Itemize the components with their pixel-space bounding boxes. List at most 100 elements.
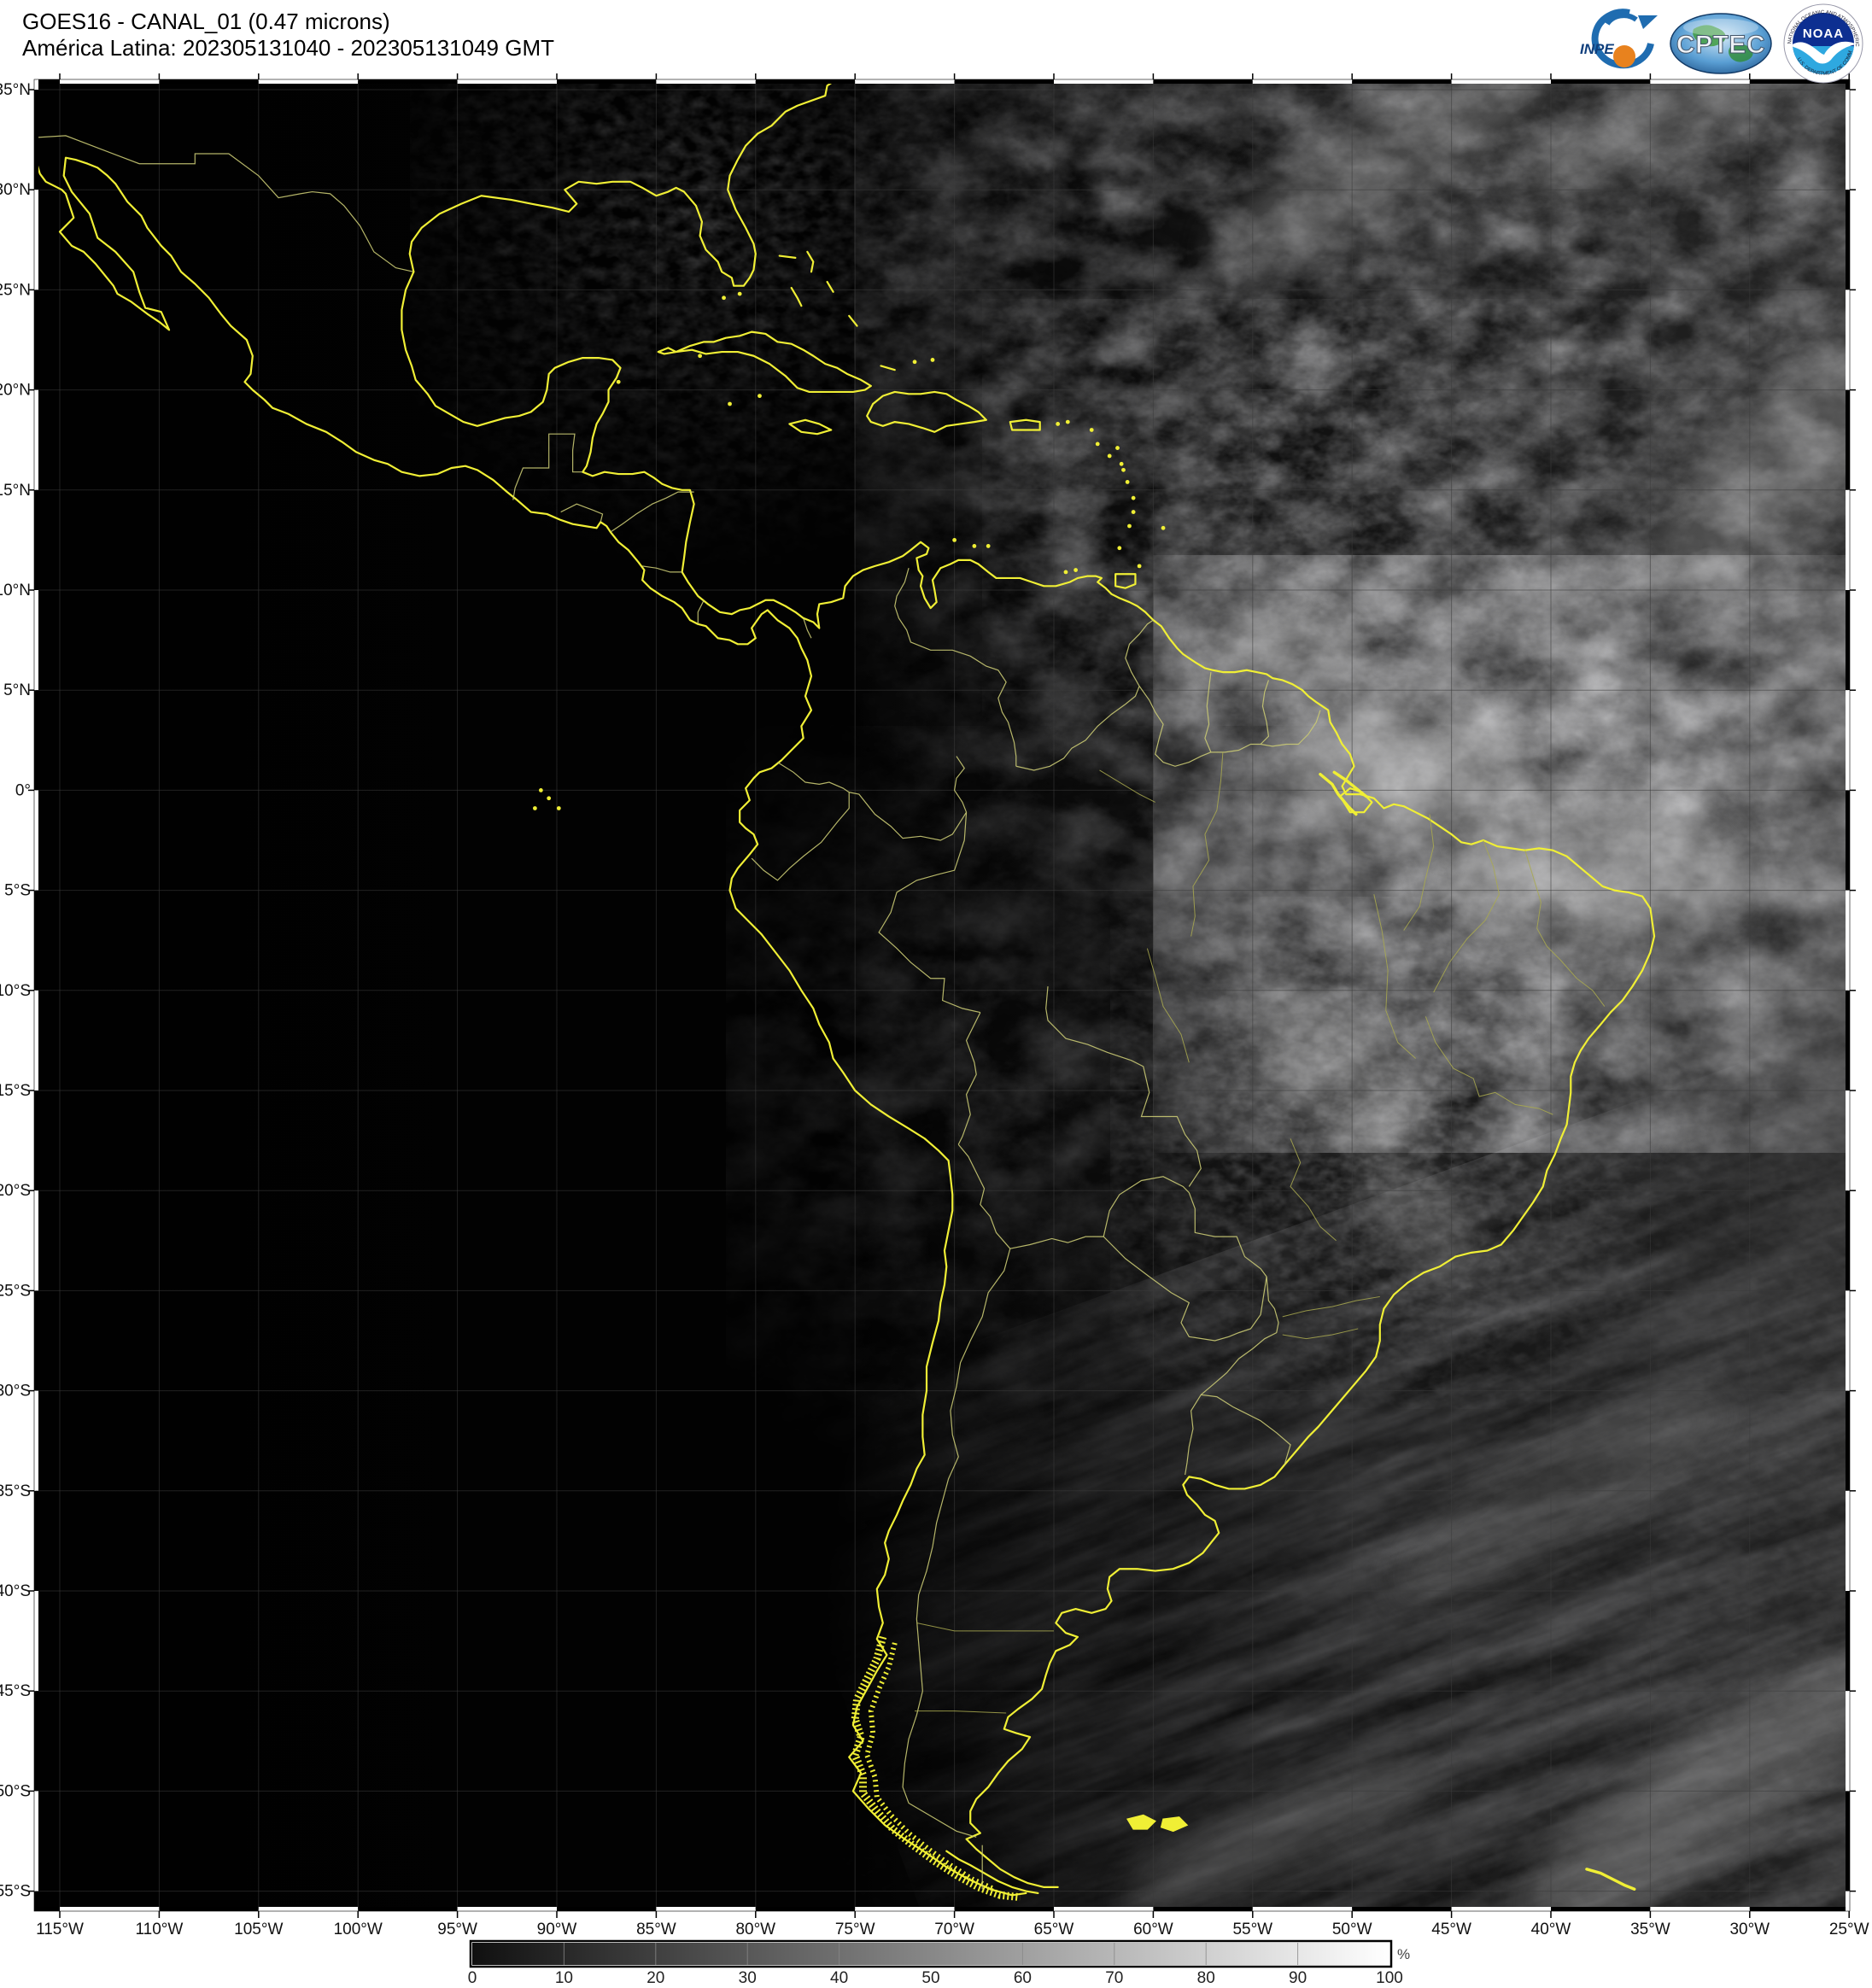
uruguay-argentina-border bbox=[1185, 1394, 1202, 1476]
bolivia-argentina-border bbox=[1009, 1236, 1104, 1249]
page-subtitle: América Latina: 202305131040 - 202305131… bbox=[22, 35, 554, 61]
frame-dash bbox=[34, 79, 60, 84]
small-islands-dots bbox=[728, 401, 732, 406]
brazil-paraguay-border bbox=[1188, 1192, 1267, 1278]
frame-dash bbox=[855, 79, 955, 84]
small-islands-dots bbox=[722, 295, 726, 301]
bahamas-abaco bbox=[806, 250, 815, 273]
guatemala-honduras-salvador-border bbox=[560, 503, 604, 523]
inpe-inner-arc-icon bbox=[1605, 13, 1638, 26]
peru-colombia-border bbox=[849, 792, 968, 841]
bolivia-chile-border bbox=[957, 1143, 1011, 1249]
small-islands-dots bbox=[1117, 546, 1122, 551]
frame-dash bbox=[1846, 1490, 1850, 1591]
frame-dash bbox=[1846, 990, 1850, 1090]
frame-dash bbox=[1650, 1907, 1750, 1911]
longitude-label: 80°W bbox=[735, 1921, 775, 1938]
small-islands-dots bbox=[616, 379, 621, 384]
cptec-logo: CPTEC bbox=[1670, 13, 1772, 74]
page-title: GOES16 - CANAL_01 (0.47 microns) bbox=[22, 9, 390, 34]
frame-dash bbox=[34, 79, 38, 90]
state-amazonas-para bbox=[1190, 751, 1224, 937]
argentina-brazil-misiones-border bbox=[1200, 1276, 1279, 1395]
venezuela-guyana-border bbox=[1125, 619, 1154, 687]
cptec-continent-icon bbox=[1693, 25, 1726, 47]
paraguay-argentina-border bbox=[1103, 1236, 1267, 1342]
small-islands-dots bbox=[532, 806, 537, 810]
frame-dash bbox=[755, 79, 856, 84]
colorbar-unit-label: % bbox=[1397, 1946, 1410, 1962]
small-islands-dots bbox=[1089, 428, 1094, 432]
frame-dash bbox=[457, 79, 557, 84]
small-islands-dots bbox=[1137, 564, 1142, 569]
tierradelfuego-south-coast bbox=[945, 1850, 1039, 1895]
frame-dash bbox=[34, 289, 38, 390]
frame-dash bbox=[1846, 690, 1850, 791]
longitude-label: 65°W bbox=[1034, 1921, 1074, 1938]
latitude-label: 35°N bbox=[0, 81, 31, 99]
colorbar-tick-label: 70 bbox=[1105, 1969, 1123, 1987]
cptec-gloss-icon bbox=[1683, 19, 1758, 36]
amazon-mouth-channel-a bbox=[1319, 772, 1358, 816]
frame-dash bbox=[34, 1891, 38, 1911]
chile-fjords-speckle-inner bbox=[864, 1642, 996, 1892]
state-para-maranhao bbox=[1403, 814, 1435, 931]
small-islands-dots bbox=[1115, 446, 1120, 450]
latitude-label: 5°N bbox=[3, 681, 31, 699]
latitude-label: 35°S bbox=[0, 1482, 31, 1500]
frame-dash bbox=[358, 1907, 458, 1911]
frame-dash bbox=[656, 1907, 756, 1911]
colorbar-tick-label: 50 bbox=[921, 1969, 939, 1987]
frenchguiana-brazil-border bbox=[1261, 710, 1321, 747]
state-ms-sp bbox=[1290, 1138, 1337, 1242]
venezuela-brazil-border bbox=[1015, 686, 1140, 771]
marajo-island bbox=[1339, 786, 1373, 814]
colorbar-tick-label: 60 bbox=[1014, 1969, 1032, 1987]
cloud-bright-blobs bbox=[1125, 81, 1848, 1909]
latitude-label: 40°S bbox=[0, 1582, 31, 1600]
pacific-coast-baja-to-tierradelfuego bbox=[36, 156, 1027, 1897]
longitude-label: 40°W bbox=[1531, 1921, 1571, 1938]
small-islands-dots bbox=[952, 538, 956, 542]
small-islands-dots bbox=[1161, 525, 1166, 530]
frame-dash bbox=[1451, 79, 1551, 84]
frame-dash bbox=[358, 79, 458, 84]
small-islands-dots bbox=[538, 788, 543, 792]
coastlines-and-borders bbox=[36, 81, 1656, 1902]
frame-dash bbox=[258, 79, 359, 84]
frame-dash bbox=[1846, 289, 1850, 390]
small-islands-dots bbox=[737, 291, 742, 296]
frame-dash bbox=[34, 1490, 38, 1591]
frame-dash bbox=[34, 1290, 38, 1391]
frame-dash bbox=[1054, 79, 1154, 84]
frame-dash bbox=[1846, 1691, 1850, 1792]
frame-dash bbox=[1650, 79, 1750, 84]
frame-dash bbox=[1846, 489, 1850, 590]
frame-dash bbox=[34, 1190, 38, 1291]
bahamas-inagua bbox=[880, 365, 896, 371]
state-pernambuco-bahia bbox=[1546, 945, 1606, 1007]
bolivia-paraguay-border bbox=[1103, 1176, 1190, 1237]
suriname-frenchguiana-border bbox=[1260, 680, 1270, 745]
frame-dash bbox=[1846, 190, 1850, 290]
latitude-label: 20°N bbox=[0, 382, 31, 400]
frame-dash bbox=[954, 79, 1054, 84]
cloud-layer-gulf bbox=[410, 81, 1059, 592]
frame-dash bbox=[1054, 1907, 1154, 1911]
colombia-brazil-border bbox=[953, 756, 968, 813]
latitude-label: 30°S bbox=[0, 1383, 31, 1400]
bahamas-longisland bbox=[848, 314, 858, 327]
latitude-label: 10°N bbox=[0, 582, 31, 599]
province-santacruz bbox=[915, 1710, 1007, 1714]
colombia-venezuela-border bbox=[894, 568, 1017, 767]
longitude-label: 115°W bbox=[36, 1921, 84, 1938]
chile-fjords-speckle bbox=[851, 1635, 1021, 1902]
frame-dash bbox=[1551, 79, 1651, 84]
frame-dash bbox=[1846, 1390, 1850, 1491]
frame-dash bbox=[1749, 79, 1850, 84]
frame-dash bbox=[1846, 389, 1850, 490]
frame-dash bbox=[34, 1090, 38, 1191]
latitude-label: 0° bbox=[15, 781, 31, 799]
small-islands-dots bbox=[1131, 495, 1136, 500]
chile-argentina-border bbox=[902, 1248, 1011, 1838]
